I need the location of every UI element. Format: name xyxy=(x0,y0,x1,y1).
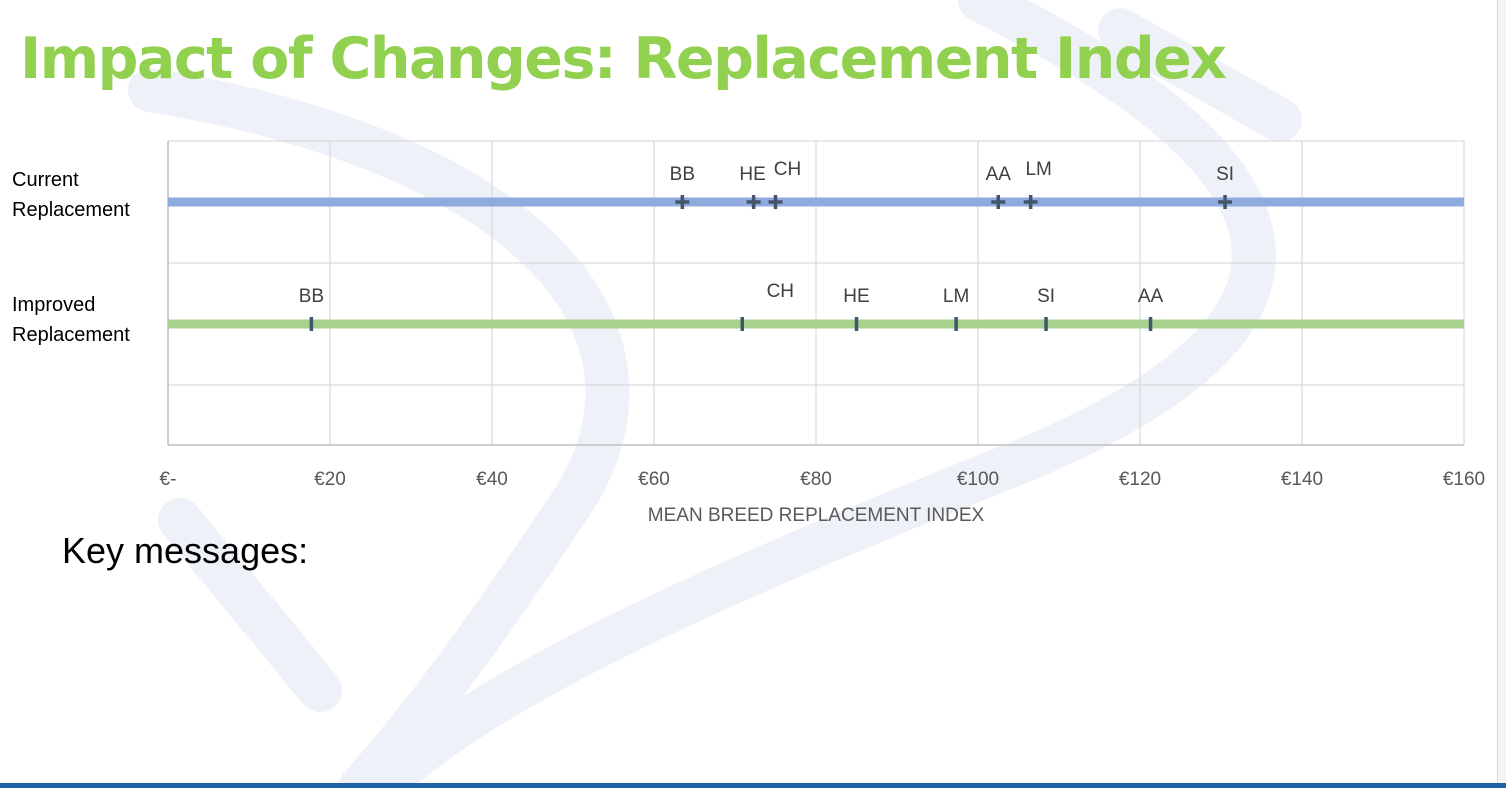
data-point-aa: AA xyxy=(1138,286,1164,331)
x-tick-label: €60 xyxy=(638,469,670,490)
data-point-si: SI xyxy=(1037,286,1055,331)
data-label: SI xyxy=(1037,286,1055,307)
data-point-si: SI xyxy=(1216,164,1234,209)
data-point-ch: CH xyxy=(768,159,801,209)
data-label: SI xyxy=(1216,164,1234,185)
slide-title: Impact of Changes: Replacement Index xyxy=(20,26,1227,92)
row-label-improved-line2: Replacement xyxy=(12,324,130,346)
x-axis-title: MEAN BREED REPLACEMENT INDEX xyxy=(648,505,985,526)
row-label-current-line2: Replacement xyxy=(12,199,130,221)
data-label: HE xyxy=(739,164,765,185)
data-point-lm: LM xyxy=(943,286,969,331)
data-label: AA xyxy=(1138,286,1164,307)
data-label: AA xyxy=(986,164,1012,185)
x-tick-label: €20 xyxy=(314,469,346,490)
row-label-current-line1: Current xyxy=(12,169,79,191)
data-label: LM xyxy=(1025,159,1051,180)
data-label: CH xyxy=(774,159,801,180)
data-point-lm: LM xyxy=(1023,159,1052,209)
x-tick-label: €80 xyxy=(800,469,832,490)
data-point-he: HE xyxy=(739,164,766,209)
replacement-index-chart: €- €20 €40 €60 €80 €100 €120 €140 €160 MEAN BREED… xyxy=(160,140,1485,526)
data-label: HE xyxy=(843,286,869,307)
row-label-current: Current Replacement xyxy=(12,165,130,225)
bottom-accent-bar xyxy=(0,783,1506,788)
data-label: BB xyxy=(299,286,324,307)
x-tick-label: €- xyxy=(160,469,177,490)
data-label: CH xyxy=(767,281,794,302)
scrollbar[interactable] xyxy=(1497,0,1506,788)
row-label-improved: Improved Replacement xyxy=(12,290,130,350)
data-point-ch: CH xyxy=(740,281,794,331)
x-tick-label: €40 xyxy=(476,469,508,490)
x-tick-label: €100 xyxy=(957,469,999,490)
x-tick-label: €140 xyxy=(1281,469,1323,490)
x-tick-label: €160 xyxy=(1443,469,1485,490)
data-label: LM xyxy=(943,286,969,307)
data-point-aa: AA xyxy=(986,164,1012,209)
row-label-improved-line1: Improved xyxy=(12,294,96,316)
data-label: BB xyxy=(670,164,695,185)
x-tick-label: €120 xyxy=(1119,469,1161,490)
data-point-he: HE xyxy=(843,286,870,331)
key-messages-heading: Key messages: xyxy=(62,530,309,571)
data-point-bb: BB xyxy=(670,164,695,209)
data-point-bb: BB xyxy=(299,286,324,331)
